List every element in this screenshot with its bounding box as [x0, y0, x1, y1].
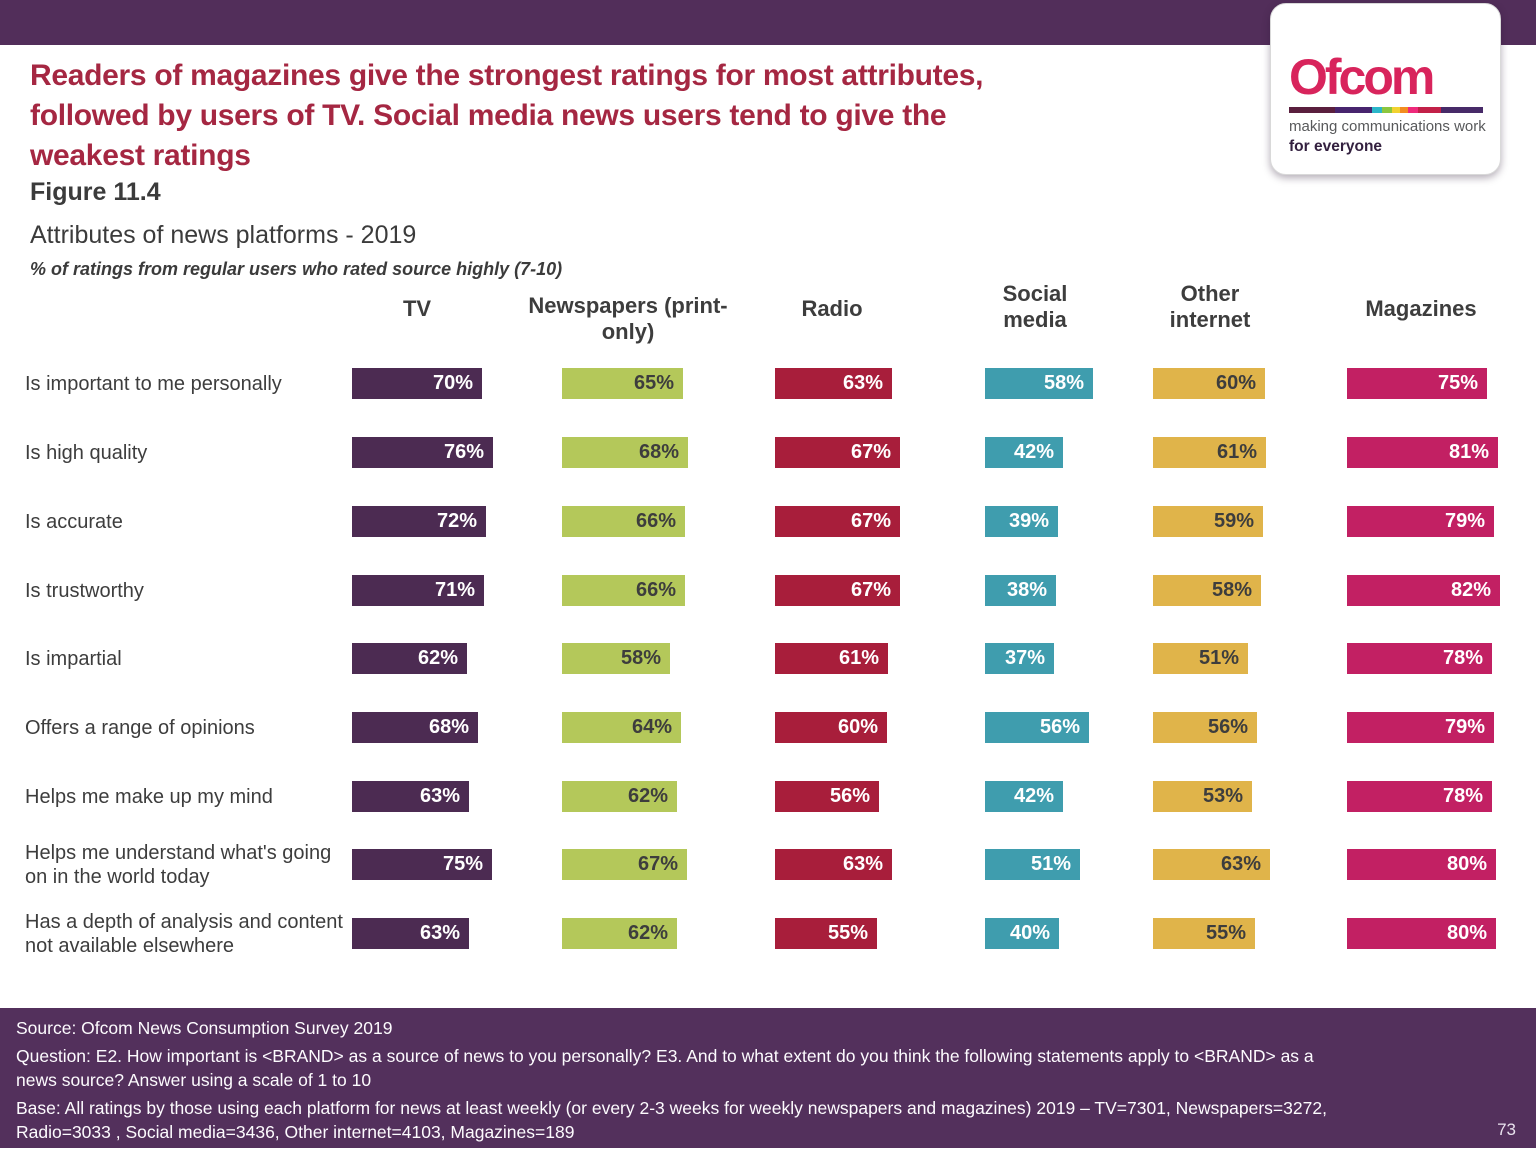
category-label: Helps me understand what's going on in t…: [25, 841, 332, 888]
stripe-segment: [1440, 107, 1483, 113]
category-label: Is accurate: [25, 510, 123, 533]
bar: 64%: [562, 712, 681, 743]
footer-source: Source: Ofcom News Consumption Survey 20…: [16, 1018, 393, 1038]
footer-question-line-2: news source? Answer using a scale of 1 t…: [16, 1070, 372, 1090]
ofcom-wordmark: Ofcom: [1289, 49, 1435, 105]
bar: 80%: [1347, 918, 1496, 949]
category-label: Has a depth of analysis and content not …: [25, 910, 343, 957]
bar: 63%: [775, 368, 892, 399]
slide-title: Readers of magazines give the strongest …: [30, 56, 983, 176]
bar: 56%: [775, 781, 879, 812]
bar: 80%: [1347, 849, 1496, 880]
bar: 60%: [1153, 368, 1265, 399]
footer-base-line-2: Radio=3033 , Social media=3436, Other in…: [16, 1122, 575, 1142]
bar: 51%: [985, 849, 1080, 880]
bar: 62%: [562, 918, 677, 949]
category-label: Offers a range of opinions: [25, 716, 255, 739]
bar: 56%: [985, 712, 1089, 743]
bar: 53%: [1153, 781, 1252, 812]
stripe-segment: [1400, 107, 1409, 113]
stripe-segment: [1392, 107, 1401, 113]
figure-label: Figure 11.4: [30, 178, 161, 206]
bar: 72%: [352, 506, 486, 537]
bar: 67%: [775, 575, 900, 606]
bar: 67%: [775, 506, 900, 537]
category-label: Is trustworthy: [25, 579, 144, 602]
bar: 63%: [352, 918, 469, 949]
column-header: Radio: [801, 296, 863, 321]
footer: Source: Ofcom News Consumption Survey 20…: [0, 1008, 1536, 1148]
column-header: Other internet: [1169, 281, 1251, 332]
title-line-1: Readers of magazines give the strongest …: [30, 59, 984, 92]
bar: 76%: [352, 437, 493, 468]
bar: 68%: [562, 437, 688, 468]
stripe-segment: [1371, 107, 1382, 113]
column-header: Newspapers (print-only): [528, 293, 728, 344]
bar: 75%: [1347, 368, 1487, 399]
bar: 81%: [1347, 437, 1498, 468]
bar: 63%: [1153, 849, 1270, 880]
logo-tagline-1: making communications work: [1289, 118, 1486, 135]
column-header: Magazines: [1365, 296, 1477, 321]
category-label: Is impartial: [25, 647, 122, 670]
bar: 67%: [775, 437, 900, 468]
stripe-segment: [1289, 107, 1336, 113]
bar: 58%: [562, 643, 670, 674]
stripe-segment: [1335, 107, 1372, 113]
bar: 71%: [352, 575, 484, 606]
bar: 51%: [1153, 643, 1248, 674]
bar: 63%: [352, 781, 469, 812]
bar: 58%: [1153, 575, 1261, 606]
title-line-3: weakest ratings: [30, 139, 251, 172]
bar: 79%: [1347, 712, 1494, 743]
bar: 62%: [352, 643, 467, 674]
bar: 78%: [1347, 643, 1492, 674]
bar: 38%: [985, 575, 1056, 606]
bar: 37%: [985, 643, 1054, 674]
chart-title: Attributes of news platforms - 2019: [30, 221, 417, 249]
page-number: 73: [1497, 1120, 1516, 1139]
bar: 78%: [1347, 781, 1492, 812]
bar: 68%: [352, 712, 478, 743]
bar: 70%: [352, 368, 482, 399]
bar: 60%: [775, 712, 887, 743]
bar: 55%: [1153, 918, 1255, 949]
footer-question-line-1: Question: E2. How important is <BRAND> a…: [16, 1046, 1314, 1066]
category-label: Is important to me personally: [25, 372, 282, 395]
bar: 82%: [1347, 575, 1500, 606]
ofcom-logo: Ofcom making communications work for eve…: [1270, 3, 1501, 175]
bar: 65%: [562, 368, 683, 399]
chart-note: % of ratings from regular users who rate…: [30, 259, 563, 279]
bar: 58%: [985, 368, 1093, 399]
title-line-2: followed by users of TV. Social media ne…: [30, 99, 947, 132]
bar: 40%: [985, 918, 1059, 949]
stripe-segment: [1418, 107, 1441, 113]
bar: 61%: [1153, 437, 1266, 468]
category-label: Is high quality: [25, 441, 148, 464]
bar: 75%: [352, 849, 492, 880]
bar: 42%: [985, 437, 1063, 468]
bar: 61%: [775, 643, 888, 674]
bar: 59%: [1153, 506, 1263, 537]
chart: TV Newspapers (print-only) Radio Social med…: [25, 281, 1500, 957]
bar: 39%: [985, 506, 1058, 537]
bar: 55%: [775, 918, 877, 949]
bar: 63%: [775, 849, 892, 880]
column-header: Social media: [1002, 281, 1068, 332]
bar: 67%: [562, 849, 687, 880]
bar: 42%: [985, 781, 1063, 812]
logo-tagline-2: for everyone: [1289, 138, 1383, 155]
stripe-segment: [1408, 107, 1419, 113]
bar: 66%: [562, 575, 685, 606]
logo-stripe: [1289, 107, 1483, 113]
bar: 56%: [1153, 712, 1257, 743]
bar: 66%: [562, 506, 685, 537]
footer-base-line-1: Base: All ratings by those using each pl…: [16, 1098, 1327, 1118]
stripe-segment: [1381, 107, 1393, 113]
bar: 62%: [562, 781, 677, 812]
category-label: Helps me make up my mind: [25, 785, 273, 808]
bar: 79%: [1347, 506, 1494, 537]
column-header: TV: [402, 296, 432, 321]
